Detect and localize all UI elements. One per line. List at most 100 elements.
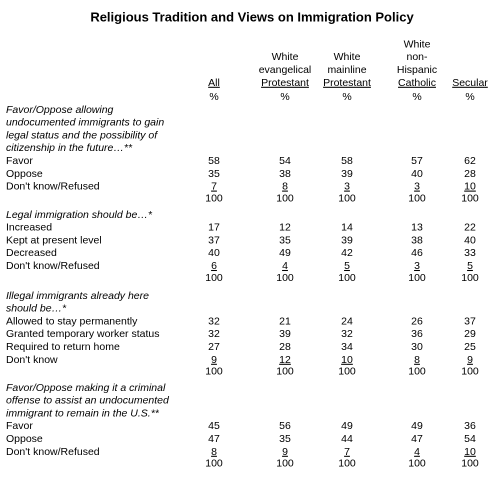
cell-value: 8 [211, 446, 217, 458]
question: legal status and the possibility of [6, 129, 158, 141]
total-value: 100 [338, 192, 356, 204]
cell-value: 39 [279, 328, 291, 340]
total-value: 100 [408, 366, 426, 378]
cell-value: 56 [279, 420, 291, 432]
cell-value: 3 [344, 181, 350, 193]
cell-value: 39 [341, 168, 353, 180]
row-label: Kept at present level [6, 234, 102, 246]
cell-value: 47 [411, 433, 423, 445]
cell-value: 44 [341, 433, 353, 445]
cell-value: 26 [411, 315, 423, 327]
cell-value: 58 [341, 155, 353, 167]
column-header: non- [406, 51, 428, 63]
column-header: Secular [452, 77, 488, 89]
cell-value: 3 [414, 181, 420, 193]
cell-value: 4 [414, 446, 420, 458]
column-unit: % [209, 91, 218, 103]
cell-value: 49 [341, 420, 353, 432]
cell-value: 37 [464, 315, 476, 327]
row-label: Increased [6, 222, 52, 234]
row-label: Required to return home [6, 341, 120, 353]
column-header: White [272, 51, 299, 63]
cell-value: 38 [411, 234, 423, 246]
cell-value: 46 [411, 247, 423, 259]
cell-value: 17 [208, 222, 220, 234]
total-value: 100 [205, 458, 223, 470]
cell-value: 3 [414, 260, 420, 272]
column-header: Catholic [398, 77, 436, 89]
cell-value: 24 [341, 315, 353, 327]
cell-value: 32 [341, 328, 353, 340]
cell-value: 27 [208, 341, 220, 353]
row-label: Don't know [6, 354, 58, 366]
total-value: 100 [276, 366, 294, 378]
column-unit: % [412, 91, 421, 103]
cell-value: 54 [279, 155, 291, 167]
total-value: 100 [408, 192, 426, 204]
question: offense to assist an undocumented [6, 395, 170, 407]
cell-value: 36 [411, 328, 423, 340]
row-label: Don't know/Refused [6, 181, 100, 193]
cell-value: 36 [464, 420, 476, 432]
cell-value: 6 [211, 260, 217, 272]
total-value: 100 [461, 192, 479, 204]
total-value: 100 [205, 366, 223, 378]
cell-value: 40 [464, 234, 476, 246]
column-header: mainline [327, 64, 366, 76]
cell-value: 35 [279, 433, 291, 445]
column-header: Protestant [261, 77, 309, 89]
cell-value: 12 [279, 222, 291, 234]
column-unit: % [280, 91, 289, 103]
total-value: 100 [205, 272, 223, 284]
total-value: 100 [408, 272, 426, 284]
row-label: Decreased [6, 247, 57, 259]
cell-value: 45 [208, 420, 220, 432]
row-label: Allowed to stay permanently [6, 315, 138, 327]
cell-value: 57 [411, 155, 423, 167]
cell-value: 35 [279, 234, 291, 246]
cell-value: 10 [341, 354, 353, 366]
cell-value: 47 [208, 433, 220, 445]
total-value: 100 [338, 366, 356, 378]
cell-value: 5 [467, 260, 473, 272]
question: citizenship in the future…** [6, 142, 133, 154]
column-unit: % [342, 91, 351, 103]
total-value: 100 [408, 458, 426, 470]
cell-value: 35 [208, 168, 220, 180]
cell-value: 58 [208, 155, 220, 167]
total-value: 100 [338, 272, 356, 284]
cell-value: 5 [344, 260, 350, 272]
cell-value: 34 [341, 341, 353, 353]
cell-value: 10 [464, 181, 476, 193]
column-header: Hispanic [397, 64, 437, 76]
row-label: Don't know/Refused [6, 260, 100, 272]
cell-value: 33 [464, 247, 476, 259]
cell-value: 8 [282, 181, 288, 193]
cell-value: 28 [279, 341, 291, 353]
cell-value: 39 [341, 234, 353, 246]
cell-value: 12 [279, 354, 291, 366]
cell-value: 38 [279, 168, 291, 180]
cell-value: 32 [208, 315, 220, 327]
column-header: Protestant [323, 77, 371, 89]
cell-value: 7 [344, 446, 350, 458]
total-value: 100 [461, 458, 479, 470]
cell-value: 9 [467, 354, 473, 366]
column-unit: % [465, 91, 474, 103]
cell-value: 37 [208, 234, 220, 246]
cell-value: 22 [464, 222, 476, 234]
total-value: 100 [461, 366, 479, 378]
row-label: Favor [6, 420, 33, 432]
question: undocumented immigrants to gain [6, 117, 164, 129]
row-label: Favor [6, 155, 33, 167]
row-label: Oppose [6, 168, 43, 180]
title: Religious Tradition and Views on Immigra… [90, 9, 414, 24]
cell-value: 28 [464, 168, 476, 180]
total-value: 100 [461, 272, 479, 284]
question: Legal immigration should be…* [6, 209, 153, 221]
cell-value: 32 [208, 328, 220, 340]
row-label: Oppose [6, 433, 43, 445]
total-value: 100 [205, 192, 223, 204]
column-header: evangelical [259, 64, 312, 76]
